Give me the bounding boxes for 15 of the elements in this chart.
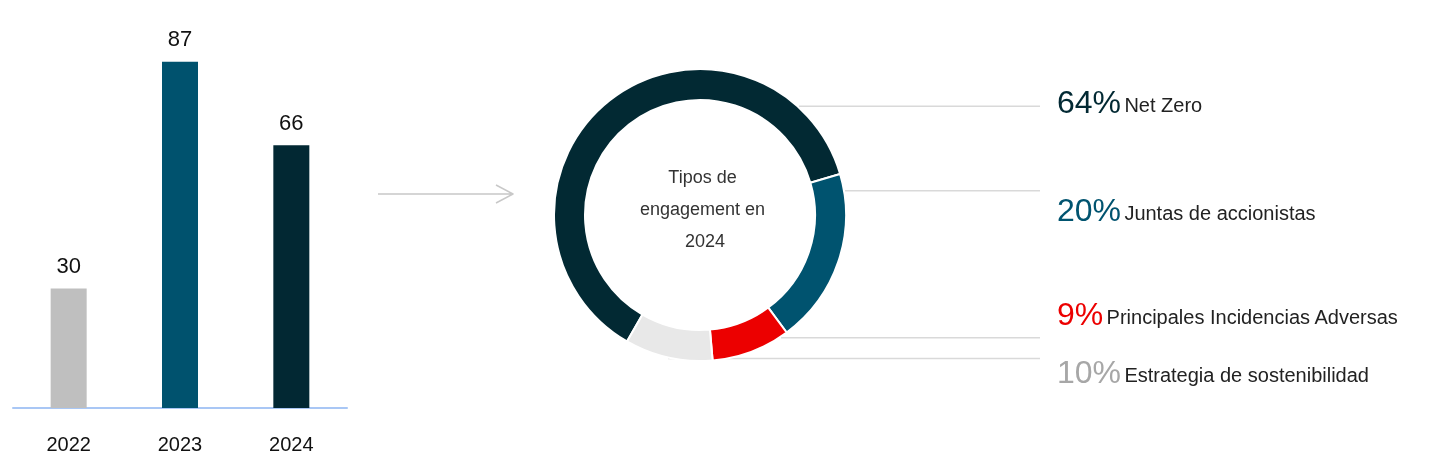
data-label: 30 (56, 253, 81, 279)
data-label: 64% (1057, 84, 1122, 120)
x-tick-label: 2022 (46, 433, 91, 455)
slice-label: Estrategia de sostenibilidad (1124, 364, 1369, 386)
slice-label: Juntas de accionistas (1124, 202, 1316, 224)
data-label: 20% (1057, 192, 1122, 228)
data-label: 87 (167, 26, 193, 52)
slice-label: Principales Incidencias Adversas (1106, 306, 1398, 328)
data-label: 10% (1057, 354, 1122, 390)
text: Tipos de engagement en 2024 (639, 167, 771, 251)
data-label: 9% (1057, 296, 1104, 332)
x-tick-label: 2023 (157, 433, 203, 455)
data-label: 66 (279, 109, 304, 135)
slice-label: Net Zero (1124, 94, 1203, 116)
x-tick-label: 2024 (269, 433, 314, 455)
